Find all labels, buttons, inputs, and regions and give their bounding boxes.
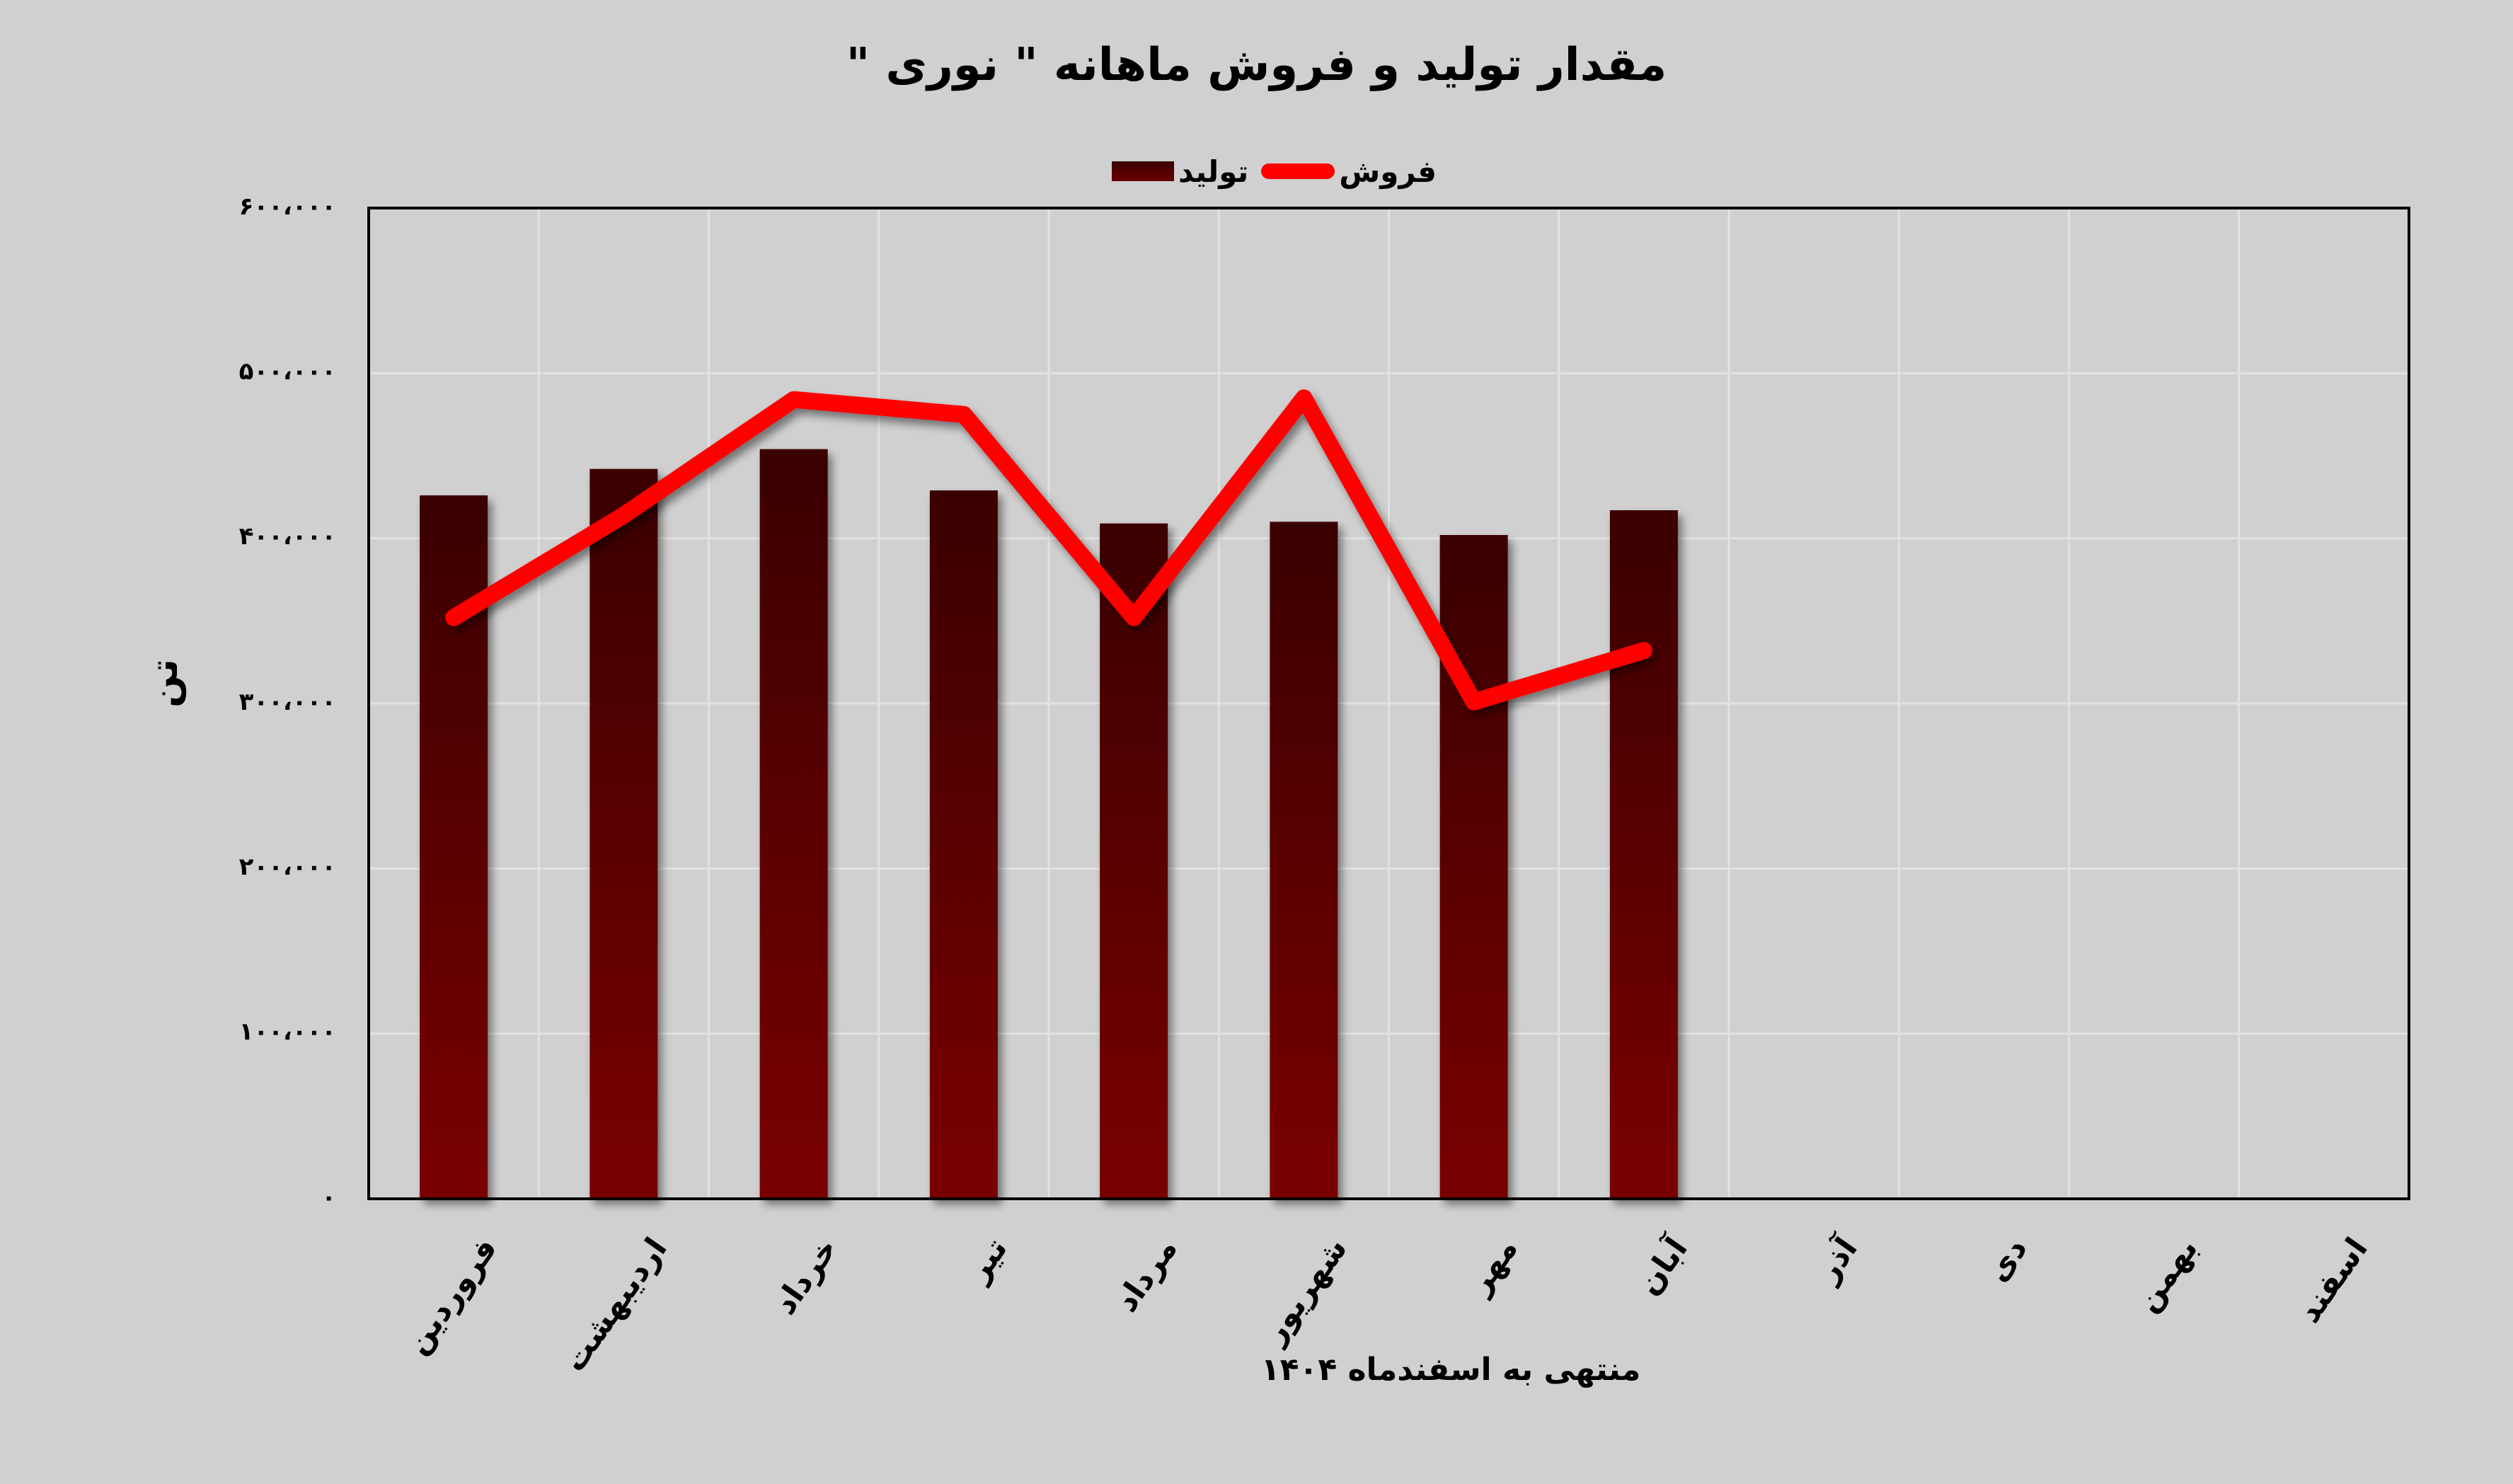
sales-line (445, 389, 1652, 711)
y-tick: ۱۰۰،۰۰۰ (238, 1018, 336, 1046)
production-bar (590, 468, 658, 1199)
legend-label-production: تولید (1178, 154, 1249, 189)
x-axis-title: منتهی به اسفندماه ۱۴۰۴ (1260, 1352, 1641, 1388)
legend-label-sales: فروش (1339, 154, 1437, 189)
bar-swatch-icon (1112, 161, 1175, 181)
y-tick: ۳۰۰،۰۰۰ (238, 688, 336, 716)
plot-border (367, 207, 2410, 1200)
production-bar (1439, 535, 1508, 1199)
line-swatch-icon (1261, 163, 1335, 179)
production-bar (1270, 522, 1338, 1199)
legend: فروش تولید (1097, 150, 1437, 192)
production-bar (1100, 523, 1168, 1199)
y-tick: ۵۰۰،۰۰۰ (238, 357, 336, 386)
production-bar (929, 490, 998, 1199)
gridlines (369, 208, 2409, 1199)
plot-area (367, 207, 2410, 1200)
chart-title: مقدار تولید و فروش ماهانه " نوری " (846, 39, 1667, 91)
legend-item-production: تولید (1112, 154, 1248, 189)
y-tick: ۴۰۰،۰۰۰ (238, 522, 336, 551)
legend-item-sales: فروش (1261, 154, 1437, 189)
production-bar (759, 449, 828, 1199)
production-bar (1609, 510, 1678, 1199)
y-tick: ۰ (321, 1183, 336, 1212)
y-tick: ۲۰۰،۰۰۰ (238, 853, 336, 881)
y-tick: ۶۰۰،۰۰۰ (238, 192, 336, 221)
